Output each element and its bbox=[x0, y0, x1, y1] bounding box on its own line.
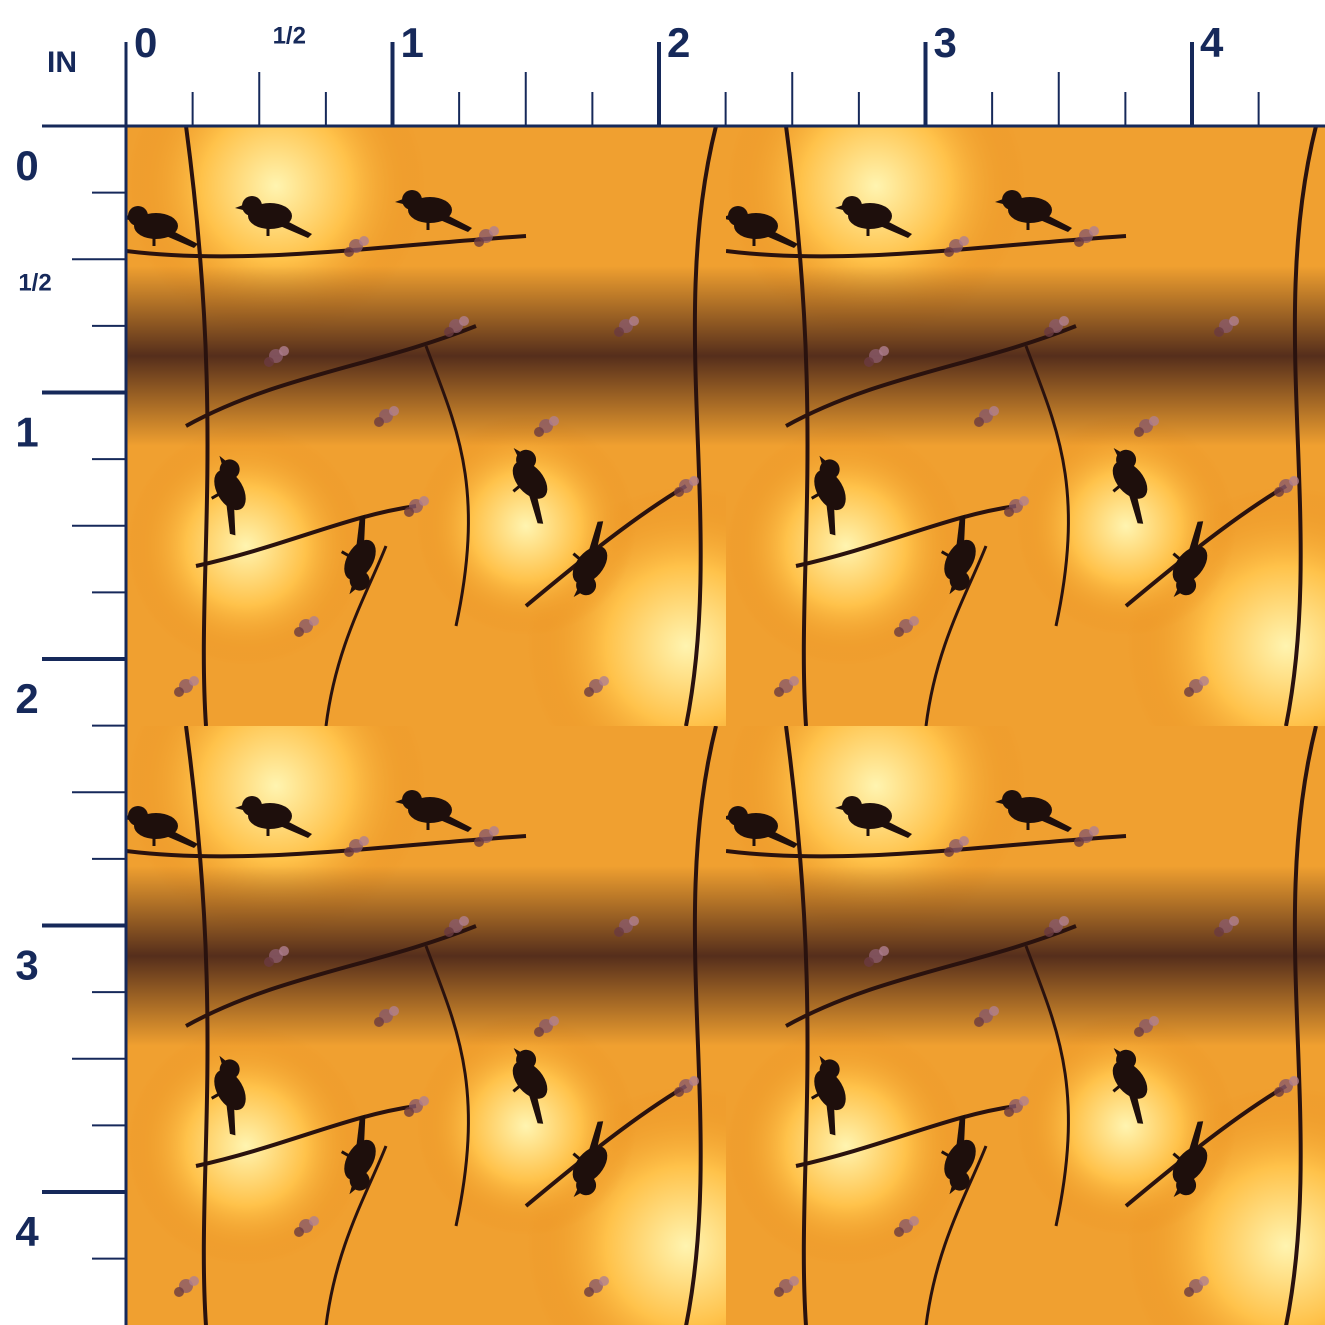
ruler-unit: IN bbox=[47, 46, 77, 79]
left-ruler-label: 3 bbox=[15, 942, 38, 989]
top-ruler-label: 1/2 bbox=[273, 22, 306, 49]
left-ruler-label: 1/2 bbox=[18, 270, 51, 297]
fabric-pattern bbox=[126, 126, 1325, 1325]
top-ruler-label: 0 bbox=[134, 19, 157, 66]
ruler-labels: 0 1/2 1 2 3 4 0 1/2 1 2 3 4 bbox=[15, 19, 1224, 1255]
top-ruler-label: 1 bbox=[401, 19, 424, 66]
top-ruler-label: 2 bbox=[667, 19, 690, 66]
left-ruler-label: 0 bbox=[15, 142, 38, 189]
top-ruler-label: 3 bbox=[934, 19, 957, 66]
ruler-ticks bbox=[42, 42, 1325, 1325]
left-ruler-label: 2 bbox=[15, 675, 38, 722]
left-ruler-label: 1 bbox=[15, 409, 38, 456]
left-ruler-label: 4 bbox=[15, 1208, 39, 1255]
top-ruler-label: 4 bbox=[1200, 19, 1224, 66]
